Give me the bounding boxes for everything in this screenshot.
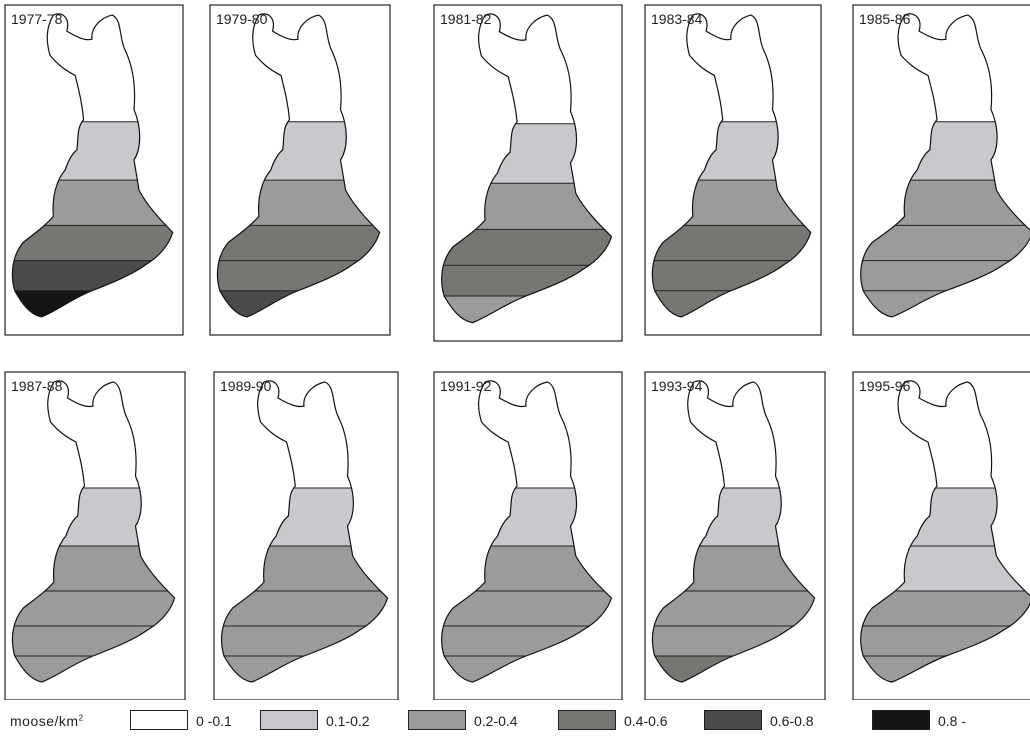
map-panel-9: 1993-94: [644, 371, 826, 700]
panel-title: 1989-90: [220, 378, 272, 394]
density-zone: [12, 591, 175, 627]
map-panel-5: 1985-86: [852, 4, 1030, 336]
map-panel-10: 1995-96: [852, 371, 1030, 700]
country-outline: [652, 381, 814, 682]
legend-item-label: 0.8 -: [938, 713, 967, 729]
map-panel-1: 1977-78: [4, 4, 184, 336]
density-zone: [652, 591, 815, 627]
country-outline: [652, 14, 810, 317]
country-outline: [217, 14, 379, 317]
legend-item-label: 0.2-0.4: [474, 713, 518, 729]
country-outline: [222, 381, 388, 682]
map-panel-2: 1979-80: [209, 4, 391, 336]
legend-swatch: [872, 710, 930, 730]
panel-title: 1995-96: [859, 378, 911, 394]
panel-title: 1981-82: [440, 11, 492, 27]
legend: moose/km2 0 -0.1 0.1-0.2 0.2-0.4 0.4-0.6…: [10, 706, 1030, 736]
map-panels: 1977-78 1979-80 1981-82 1983-84 1985-86 1987-…: [4, 4, 1030, 700]
map-panel-6: 1987-88: [4, 371, 186, 700]
density-zone: [12, 225, 173, 262]
legend-swatch: [260, 710, 318, 730]
panel-title: 1983-84: [651, 11, 703, 27]
country-outline: [861, 14, 1030, 317]
panel-title: 1987-88: [11, 378, 63, 394]
legend-swatch: [130, 710, 188, 730]
legend-swatch: [558, 710, 616, 730]
map-panel-8: 1991-92: [433, 371, 623, 700]
density-zone: [441, 591, 612, 627]
legend-swatch: [704, 710, 762, 730]
country-outline: [12, 14, 172, 317]
legend-item-label: 0 -0.1: [196, 713, 232, 729]
map-panel-3: 1981-82: [433, 4, 623, 342]
panel-title: 1979-80: [216, 11, 268, 27]
country-outline: [861, 381, 1030, 682]
map-panel-7: 1989-90: [213, 371, 399, 700]
map-panel-4: 1983-84: [644, 4, 822, 336]
country-outline: [12, 381, 174, 682]
panel-title: 1991-92: [440, 378, 492, 394]
legend-item-label: 0.4-0.6: [624, 713, 668, 729]
legend-title: moose/km2: [10, 713, 84, 729]
density-zone: [860, 591, 1030, 627]
density-zone: [221, 591, 388, 627]
country-outline: [442, 14, 612, 323]
density-zone: [441, 229, 612, 267]
country-outline: [442, 381, 612, 682]
legend-swatch: [408, 710, 466, 730]
panel-title: 1993-94: [651, 378, 703, 394]
legend-item-label: 0.1-0.2: [326, 713, 370, 729]
density-zone: [860, 225, 1030, 262]
panel-title: 1977-78: [11, 11, 63, 27]
legend-item-label: 0.6-0.8: [770, 713, 814, 729]
panel-title: 1985-86: [859, 11, 911, 27]
density-zone: [217, 225, 380, 262]
density-zone: [652, 225, 811, 262]
